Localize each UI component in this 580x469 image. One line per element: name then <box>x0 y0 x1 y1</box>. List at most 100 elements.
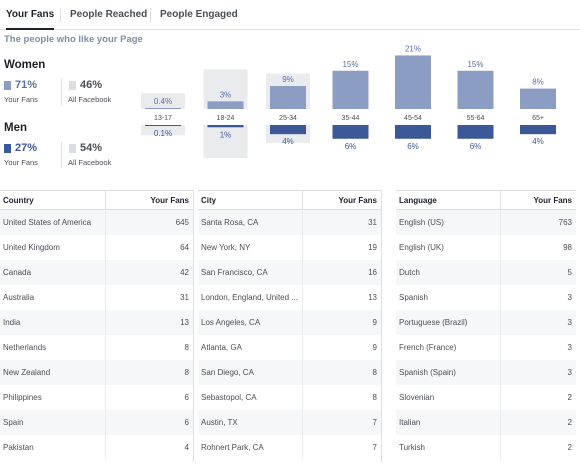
fan-count: 3 <box>567 368 572 377</box>
column-divider <box>302 235 303 260</box>
men-bar[interactable] <box>457 125 494 139</box>
age-tick-label: 35-44 <box>342 115 360 122</box>
table-row[interactable]: Portuguese (Brazil) 3 <box>396 310 576 335</box>
column-divider <box>302 260 303 285</box>
age-tick-label: 25-34 <box>279 115 297 122</box>
table-row[interactable]: Spanish 3 <box>396 285 576 310</box>
country-name: Australia <box>3 293 35 302</box>
fan-count: 7 <box>372 443 377 452</box>
fan-count: 6 <box>184 418 189 427</box>
men-bar-label: 4% <box>532 137 544 146</box>
column-divider <box>105 260 106 285</box>
table-row[interactable]: London, England, United ... 13 <box>198 285 381 310</box>
men-bar[interactable] <box>270 125 306 135</box>
fan-count: 3 <box>567 293 572 302</box>
women-bar[interactable] <box>145 107 181 109</box>
table-row[interactable]: Santa Rosa, CA 31 <box>198 210 381 235</box>
tab-your-fans[interactable]: Your Fans <box>6 0 55 30</box>
women-bar[interactable] <box>332 70 369 109</box>
men-bar-label: 6% <box>470 142 482 151</box>
age-tick-label: 45-54 <box>404 115 422 122</box>
column-divider <box>105 310 106 335</box>
women-bar-label: 9% <box>282 75 294 84</box>
tab-people-engaged[interactable]: People Engaged <box>160 9 238 20</box>
men-bar[interactable] <box>395 125 431 139</box>
column-divider <box>302 410 303 435</box>
table-row[interactable]: New Zealand 8 <box>0 360 193 385</box>
city-name: New York, NY <box>201 243 251 252</box>
women-bar[interactable] <box>520 88 556 109</box>
table-row[interactable]: English (US) 763 <box>396 210 576 235</box>
table-row[interactable]: San Francisco, CA 16 <box>198 260 381 285</box>
column-header[interactable]: Country <box>3 196 34 205</box>
all-facebook-men-bar <box>141 125 185 136</box>
language-name: Italian <box>399 418 421 427</box>
legend-divider <box>61 79 62 105</box>
table-row[interactable]: Italian 2 <box>396 410 576 435</box>
table-row[interactable]: New York, NY 19 <box>198 235 381 260</box>
table-row[interactable]: French (France) 3 <box>396 335 576 360</box>
women-title: Women <box>4 59 46 71</box>
men-bar[interactable] <box>332 125 369 139</box>
table-row[interactable]: Rohnert Park, CA 7 <box>198 435 381 460</box>
men-all-pct: 54% <box>80 142 103 154</box>
table-row[interactable]: Philippines 6 <box>0 385 193 410</box>
table-row[interactable]: English (UK) 98 <box>396 235 576 260</box>
fan-count: 8 <box>184 368 189 377</box>
table-row[interactable]: Atlanta, GA 9 <box>198 335 381 360</box>
column-divider <box>302 335 303 360</box>
legend-divider <box>61 142 62 168</box>
fan-count: 64 <box>180 243 189 252</box>
table-row[interactable]: Dutch 5 <box>396 260 576 285</box>
table-row[interactable]: Austin, TX 7 <box>198 410 381 435</box>
fan-count: 2 <box>567 418 572 427</box>
men-title: Men <box>4 122 27 134</box>
table-row[interactable]: Turkish 2 <box>396 435 576 460</box>
women-fans-label: Your Fans <box>4 95 38 104</box>
column-header[interactable]: Your Fans <box>338 196 377 205</box>
table-row[interactable]: United States of America 645 <box>0 210 193 235</box>
age-axis-band <box>133 109 580 125</box>
table-row[interactable]: Slovenian 2 <box>396 385 576 410</box>
column-divider <box>500 191 501 210</box>
language-name: Turkish <box>399 443 425 452</box>
women-bar[interactable] <box>270 86 306 109</box>
fan-count: 5 <box>567 268 572 277</box>
column-divider <box>500 335 501 360</box>
column-divider <box>500 310 501 335</box>
column-divider <box>302 435 303 460</box>
fan-count: 9 <box>372 318 377 327</box>
table-row[interactable]: Los Angeles, CA 9 <box>198 310 381 335</box>
column-header[interactable]: City <box>201 196 217 205</box>
women-bar[interactable] <box>395 55 431 109</box>
country-name: India <box>3 318 21 327</box>
table-row[interactable]: Canada 42 <box>0 260 193 285</box>
men-bar[interactable] <box>207 125 244 128</box>
section-subtitle: The people who like your Page <box>4 34 143 45</box>
all-facebook-women-bar <box>141 93 185 109</box>
table-row[interactable]: Netherlands 8 <box>0 335 193 360</box>
table-row[interactable]: United Kingdom 64 <box>0 235 193 260</box>
column-divider <box>500 435 501 460</box>
men-bar[interactable] <box>145 125 181 126</box>
fan-count: 31 <box>180 293 189 302</box>
column-divider <box>105 360 106 385</box>
table-row[interactable]: San Diego, CA 8 <box>198 360 381 385</box>
table-row[interactable]: Pakistan 4 <box>0 435 193 460</box>
column-header[interactable]: Language <box>399 196 437 205</box>
tab-people-reached[interactable]: People Reached <box>70 9 148 20</box>
column-header[interactable]: Your Fans <box>533 196 572 205</box>
women-bar[interactable] <box>207 101 244 109</box>
table-row[interactable]: Australia 31 <box>0 285 193 310</box>
table-row[interactable]: Sebastopol, CA 8 <box>198 385 381 410</box>
table-divider <box>193 190 194 462</box>
men-bar[interactable] <box>520 125 556 135</box>
city-name: Sebastopol, CA <box>201 393 257 402</box>
women-bar[interactable] <box>457 70 494 109</box>
column-divider <box>105 385 106 410</box>
table-row[interactable]: Spanish (Spain) 3 <box>396 360 576 385</box>
table-row[interactable]: India 13 <box>0 310 193 335</box>
fan-count: 4 <box>184 443 189 452</box>
column-header[interactable]: Your Fans <box>150 196 189 205</box>
table-row[interactable]: Spain 6 <box>0 410 193 435</box>
